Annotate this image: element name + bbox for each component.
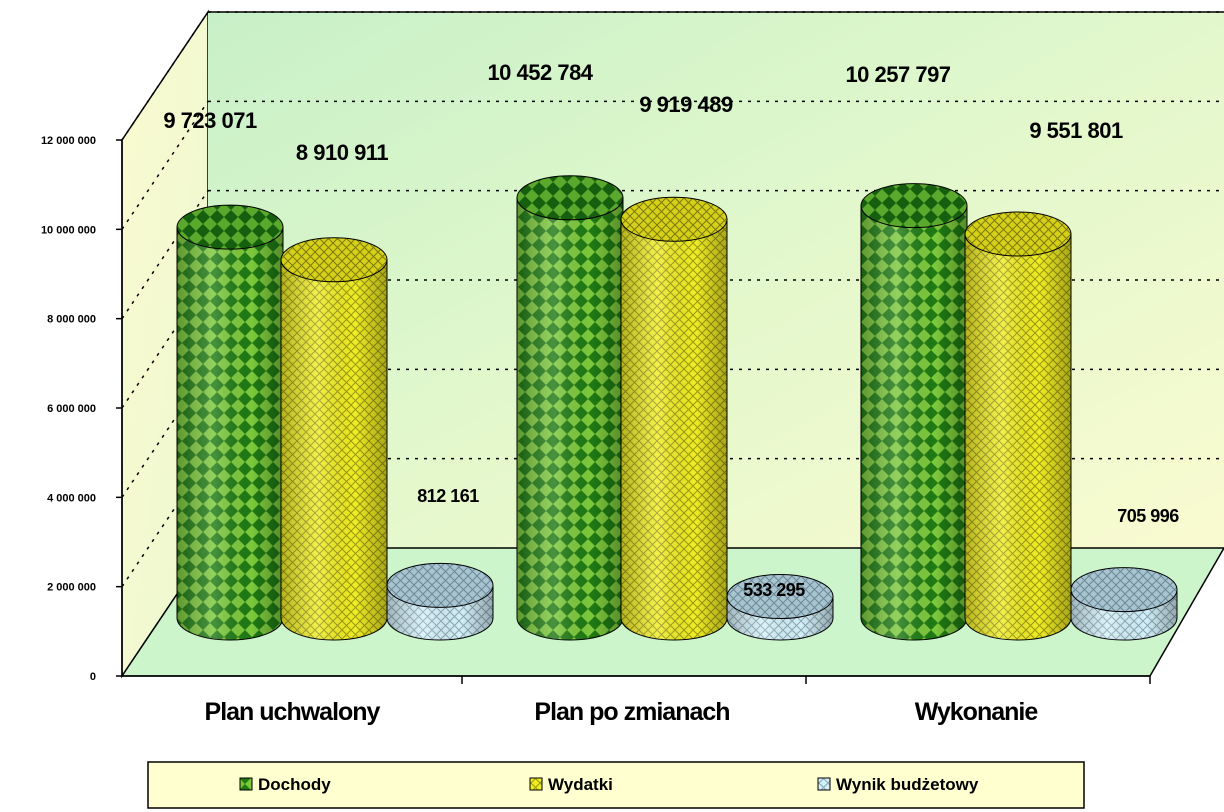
data-label: 9 723 071 — [163, 108, 257, 133]
data-label: 9 919 489 — [639, 92, 733, 117]
x-tick-label: Plan po zmianach — [534, 698, 729, 726]
y-tick-label: 12 000 000 — [41, 135, 96, 147]
bar-wydatki-2 — [620, 196, 728, 641]
x-tick-label: Wykonanie — [915, 698, 1039, 726]
legend-box — [147, 761, 1085, 809]
data-label: 705 996 — [1117, 506, 1179, 526]
legend-label: Wydatki — [548, 775, 613, 794]
legend-label: Dochody — [258, 775, 331, 794]
legend-label: Wynik budżetowy — [836, 775, 979, 794]
bar-wynik-budzetowy-3 — [1070, 567, 1178, 641]
y-tick-label: 6 000 000 — [47, 403, 96, 415]
y-tick-label: 4 000 000 — [47, 492, 96, 504]
data-label: 10 257 797 — [845, 62, 950, 87]
data-label: 812 161 — [417, 486, 479, 506]
bar-dochody-3 — [860, 183, 968, 641]
legend-item: Wynik budżetowy — [817, 775, 979, 794]
bar-dochody-2 — [516, 175, 624, 641]
y-tick-label: 10 000 000 — [41, 224, 96, 236]
legend-swatch — [529, 777, 543, 791]
data-label: 533 295 — [743, 580, 805, 600]
legend-swatch — [817, 777, 831, 791]
bar-wynik-budzetowy-1 — [386, 562, 494, 641]
data-label: 10 452 784 — [487, 60, 593, 85]
bar-dochody-1 — [176, 204, 284, 641]
bar-wydatki-3 — [964, 211, 1072, 641]
x-tick-label: Plan uchwalony — [205, 698, 381, 726]
y-tick-label: 8 000 000 — [47, 314, 96, 326]
y-tick-label: 2 000 000 — [47, 582, 96, 594]
legend: Dochody Wydatki Wynik budżetowy — [147, 761, 1085, 809]
gridline-side — [121, 11, 209, 141]
data-label: 9 551 801 — [1029, 118, 1123, 143]
bar-wydatki-1 — [280, 237, 388, 641]
legend-swatch — [239, 777, 253, 791]
legend-item: Dochody — [239, 775, 331, 794]
gridline-side — [121, 100, 209, 230]
bar-wynik-budzetowy-2 — [726, 574, 834, 641]
data-label: 8 910 911 — [296, 140, 388, 165]
y-tick-label: 0 — [90, 671, 96, 683]
legend-item: Wydatki — [529, 775, 613, 794]
